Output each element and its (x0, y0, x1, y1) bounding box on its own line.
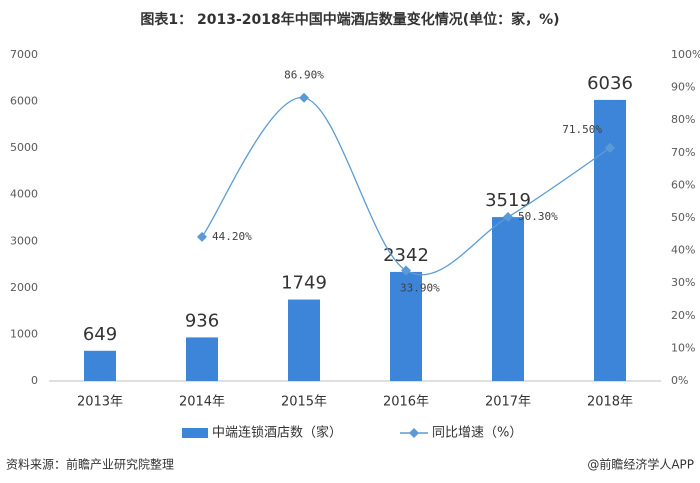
line-marker (605, 142, 615, 153)
line (201, 97, 611, 276)
y2-tick-label: 70% (671, 146, 695, 159)
line-marker (197, 231, 207, 242)
y-tick-label: 5000 (10, 141, 38, 154)
legend-label: 同比增速（%） (432, 426, 522, 441)
y2-tick-label: 90% (671, 81, 695, 94)
line-value-label: 71.50% (562, 123, 602, 136)
line-value-label: 33.90% (400, 281, 440, 294)
source: 资料来源：前瞻产业研究院整理 (6, 457, 174, 472)
y-tick-label: 7000 (10, 48, 38, 61)
y-tick-label: 0 (31, 374, 38, 387)
bar-value-label: 3519 (485, 190, 531, 211)
y2-tick-label: 100% (671, 48, 700, 61)
line-value-label: 44.20% (212, 230, 252, 243)
y-tick-label: 2000 (10, 281, 38, 294)
bar (84, 350, 116, 381)
y2-tick-label: 50% (671, 211, 695, 224)
y2-tick-label: 0% (671, 374, 688, 387)
bar (288, 299, 320, 381)
line-marker (503, 212, 513, 223)
y-tick-label: 4000 (10, 188, 38, 201)
y-tick-label: 6000 (10, 95, 38, 108)
bar-value-label: 649 (83, 324, 117, 345)
bar-value-label: 6036 (587, 73, 633, 94)
bar (186, 337, 218, 381)
bar (390, 271, 422, 381)
y2-tick-label: 10% (671, 341, 695, 354)
line-marker (299, 92, 309, 103)
bar (492, 217, 524, 381)
x-tick-label: 2017年 (485, 395, 531, 410)
x-tick-label: 2014年 (179, 395, 225, 410)
y2-tick-label: 40% (671, 244, 695, 257)
x-tick-label: 2018年 (587, 395, 633, 410)
x-tick-label: 2016年 (383, 395, 429, 410)
legend-label: 中端连锁酒店数（家） (212, 425, 342, 441)
bar-value-label: 1749 (281, 273, 327, 294)
legend-swatch (182, 428, 208, 438)
line-value-label: 50.30% (518, 210, 558, 223)
line-value-label: 86.90% (284, 69, 324, 82)
line-marker (401, 265, 411, 276)
y-tick-label: 3000 (10, 234, 38, 247)
y2-tick-label: 30% (671, 276, 695, 289)
chart-title: 图表1： 2013-2018年中国中端酒店数量变化情况(单位：家，%) (140, 11, 559, 28)
x-tick-label: 2015年 (281, 395, 327, 410)
bar-value-label: 936 (185, 310, 219, 331)
x-tick-label: 2013年 (77, 395, 123, 410)
y2-tick-label: 20% (671, 309, 695, 322)
y2-tick-label: 80% (671, 113, 695, 126)
credit: @前瞻经济学人APP (587, 457, 694, 472)
legend-swatch (409, 428, 419, 438)
bar (594, 99, 626, 381)
bar-value-label: 2342 (383, 245, 429, 266)
y-tick-label: 1000 (10, 327, 38, 340)
y2-tick-label: 60% (671, 178, 695, 191)
